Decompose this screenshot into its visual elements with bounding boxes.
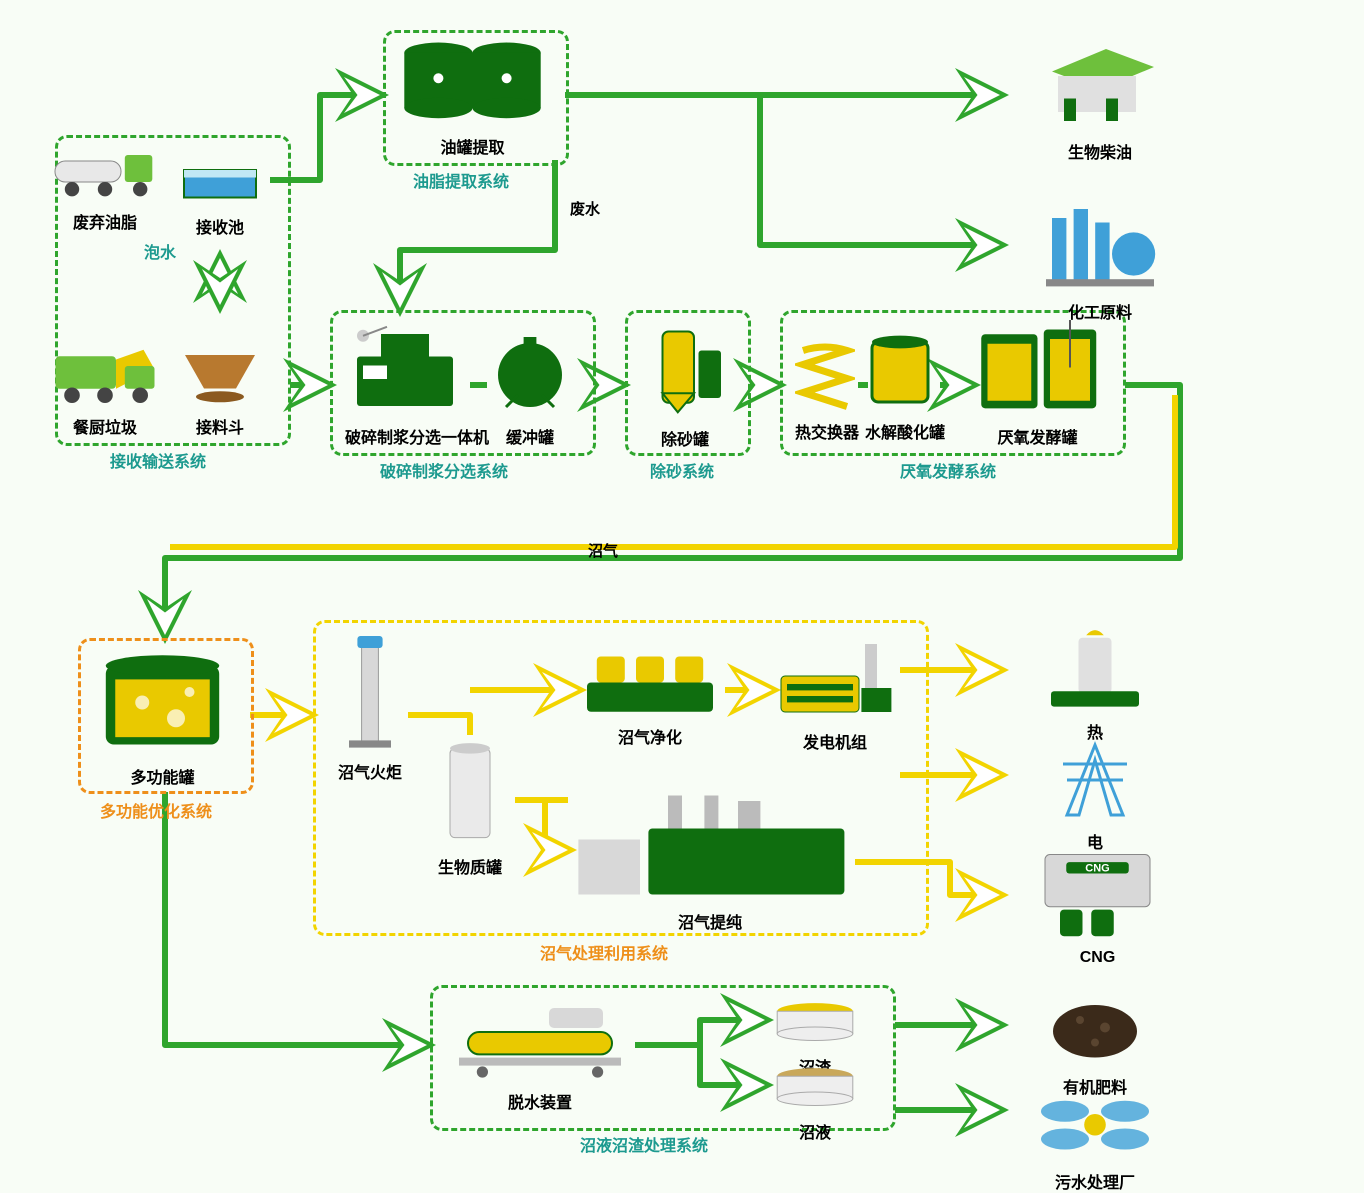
node-elec-out: 电: [1055, 740, 1135, 853]
group-label-g-crush: 破碎制浆分选系统: [380, 458, 508, 482]
node-label-buffer-tank: 缓冲罐: [490, 424, 570, 448]
node-label-hopper: 接料斗: [180, 414, 260, 438]
node-label-heat-ex: 热交换器: [795, 419, 855, 443]
twin-tank-icon: [395, 40, 550, 130]
gas-station-icon: [1040, 40, 1160, 135]
node-biomass: 生物质罐: [430, 740, 510, 878]
wwtp-icon: [1035, 1085, 1155, 1165]
round-tank-icon: [490, 335, 570, 420]
group-label-g-oil-extract: 油脂提取系统: [413, 168, 509, 192]
node-label-wwtp: 污水处理厂: [1035, 1169, 1155, 1193]
genset-icon: [775, 640, 895, 725]
node-label-receive-pool: 接收池: [180, 214, 260, 238]
node-label-genset: 发电机组: [775, 729, 895, 753]
group-label-g-multifunc: 多功能优化系统: [100, 798, 212, 822]
node-fertilizer: 有机肥料: [1045, 990, 1145, 1098]
edge-label-0: 废水: [570, 198, 600, 219]
node-biodiesel: 生物柴油: [1040, 40, 1160, 163]
node-label-liquor: 沼液: [770, 1119, 860, 1143]
biomass-tank-icon: [430, 740, 510, 850]
node-label-cng-out: CNG: [1035, 949, 1160, 967]
hopper-icon: [180, 350, 260, 410]
node-label-multi-tank: 多功能罐: [95, 764, 230, 788]
node-label-chem-raw: 化工原料: [1040, 299, 1160, 323]
purify-icon: [580, 650, 720, 720]
group-label-g-sand: 除砂系统: [650, 458, 714, 482]
garbage-truck-icon: [50, 340, 160, 410]
residue-icon: [770, 1000, 860, 1050]
heat-ex-icon: [795, 340, 855, 415]
node-oil-extract: 油罐提取: [395, 40, 550, 158]
sand-tank-icon: [640, 322, 730, 422]
group-label-g-anaerobic: 厌氧发酵系统: [900, 458, 996, 482]
node-liquor: 沼液: [770, 1065, 860, 1143]
crusher-icon: [345, 325, 465, 420]
node-label-hydrolysis: 水解酸化罐: [865, 419, 935, 443]
node-oilwater-label: 泡水: [130, 235, 190, 263]
group-label-g-digestate: 沼液沼渣处理系统: [580, 1132, 708, 1156]
node-dewater: 脱水装置: [450, 1000, 630, 1113]
node-genset: 发电机组: [775, 640, 895, 753]
node-hydrolysis: 水解酸化罐: [865, 330, 935, 443]
node-label-kitchen-truck: 餐厨垃圾: [50, 414, 160, 438]
heat-tower-icon: [1040, 625, 1150, 715]
multi-tank-icon: [95, 650, 230, 760]
tanker-icon: [50, 140, 160, 205]
node-label-sand-tank: 除砂罐: [640, 426, 730, 450]
pylon-icon: [1055, 740, 1135, 825]
cng-station-icon: CNG: [1035, 845, 1160, 945]
node-cng-out: CNG CNG: [1035, 845, 1160, 967]
node-chem-raw: 化工原料: [1040, 200, 1160, 323]
node-biogas-purify: 沼气净化: [580, 650, 720, 748]
node-kitchen-truck: 餐厨垃圾: [50, 340, 160, 438]
liquor-icon: [770, 1065, 860, 1115]
svg-text:CNG: CNG: [1085, 863, 1109, 875]
node-waste-oil-truck: 废弃油脂: [50, 140, 160, 233]
node-label-oilwater-label: 泡水: [130, 239, 190, 263]
node-label-digester: 厌氧发酵罐: [975, 424, 1100, 448]
node-label-biodiesel: 生物柴油: [1040, 139, 1160, 163]
node-crusher: 破碎制浆分选一体机: [345, 325, 465, 448]
edge-label-1: 沼气: [588, 540, 618, 561]
node-heat-out: 热: [1040, 625, 1150, 743]
node-label-biomass: 生物质罐: [430, 854, 510, 878]
node-receive-pool: 接收池: [180, 155, 260, 238]
node-heat-ex: 热交换器: [795, 340, 855, 443]
node-digester: 厌氧发酵罐: [975, 320, 1100, 448]
node-hopper: 接料斗: [180, 350, 260, 438]
node-label-biogas-upgrade: 沼气提纯: [570, 909, 850, 933]
fertilizer-icon: [1045, 990, 1145, 1070]
node-label-crusher: 破碎制浆分选一体机: [345, 424, 465, 448]
node-label-dewater: 脱水装置: [450, 1089, 630, 1113]
pool-icon: [180, 155, 260, 210]
dewater-icon: [450, 1000, 630, 1085]
node-label-biogas-purify: 沼气净化: [580, 724, 720, 748]
node-sand-tank: 除砂罐: [640, 322, 730, 450]
upgrade-plant-icon: [570, 790, 850, 905]
digester-icon: [975, 320, 1100, 420]
node-multi-tank: 多功能罐: [95, 650, 230, 788]
node-label-waste-oil-truck: 废弃油脂: [50, 209, 160, 233]
node-flare: 沼气火炬: [335, 630, 405, 783]
yellow-tank-icon: [865, 330, 935, 415]
chem-plant-icon: [1040, 200, 1160, 295]
flare-icon: [335, 630, 405, 755]
node-wwtp: 污水处理厂: [1035, 1085, 1155, 1193]
node-label-flare: 沼气火炬: [335, 759, 405, 783]
group-label-g-receive: 接收输送系统: [110, 448, 206, 472]
diagram-canvas: 油脂提取系统接收输送系统 破碎制浆分选系统 除砂系统 厌氧发酵系统多功能优化系统沼气处…: [0, 0, 1364, 1180]
group-label-g-biogas-use: 沼气处理利用系统: [540, 940, 668, 964]
node-label-oil-extract: 油罐提取: [395, 134, 550, 158]
node-buffer-tank: 缓冲罐: [490, 335, 570, 448]
node-biogas-upgrade: 沼气提纯: [570, 790, 850, 933]
